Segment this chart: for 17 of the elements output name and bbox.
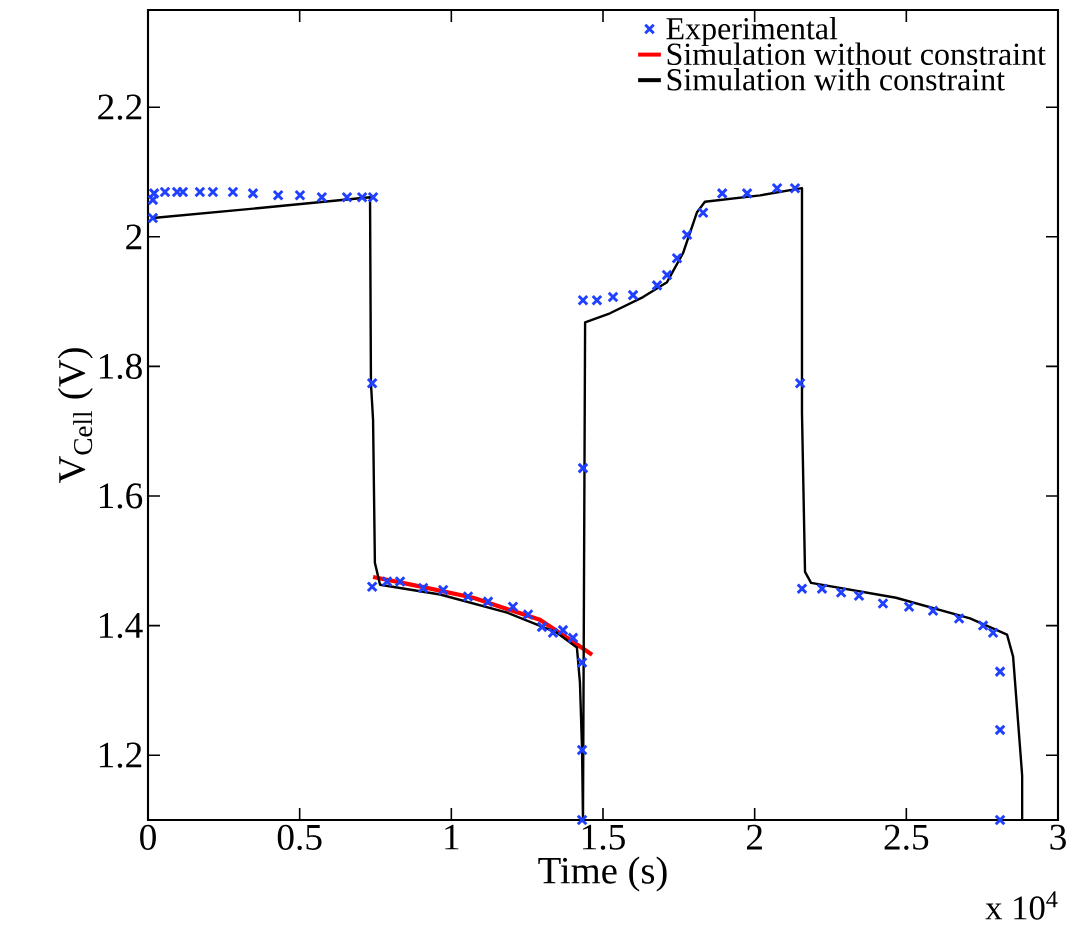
x-tick-label: 0.5 — [277, 824, 322, 851]
x-tick-label: 2 — [746, 824, 762, 850]
y-tick-label: 2.2 — [98, 94, 142, 120]
y-tick-label: 2 — [126, 224, 142, 250]
x-axis-title: Time (s) — [538, 856, 667, 892]
legend-label: Simulation with constraint — [667, 68, 1005, 91]
x-tick-label: 2.5 — [884, 824, 929, 850]
x-tick-label: 1.5 — [582, 824, 625, 850]
x-tick-label: 1 — [445, 824, 459, 850]
y-tick-label: 1.2 — [99, 742, 142, 768]
y-axis-title: V$_{Cell}$ (V) — [57, 348, 93, 484]
x-tick-label: 0 — [140, 824, 156, 850]
text: x 10$^{4}$ — [985, 891, 1058, 920]
y-tick-label: 1.6 — [99, 483, 143, 509]
x-tick-label: 3 — [1050, 824, 1066, 850]
y-tick-label: 1.8 — [99, 353, 142, 380]
y-tick-label: 1.4 — [99, 613, 143, 639]
